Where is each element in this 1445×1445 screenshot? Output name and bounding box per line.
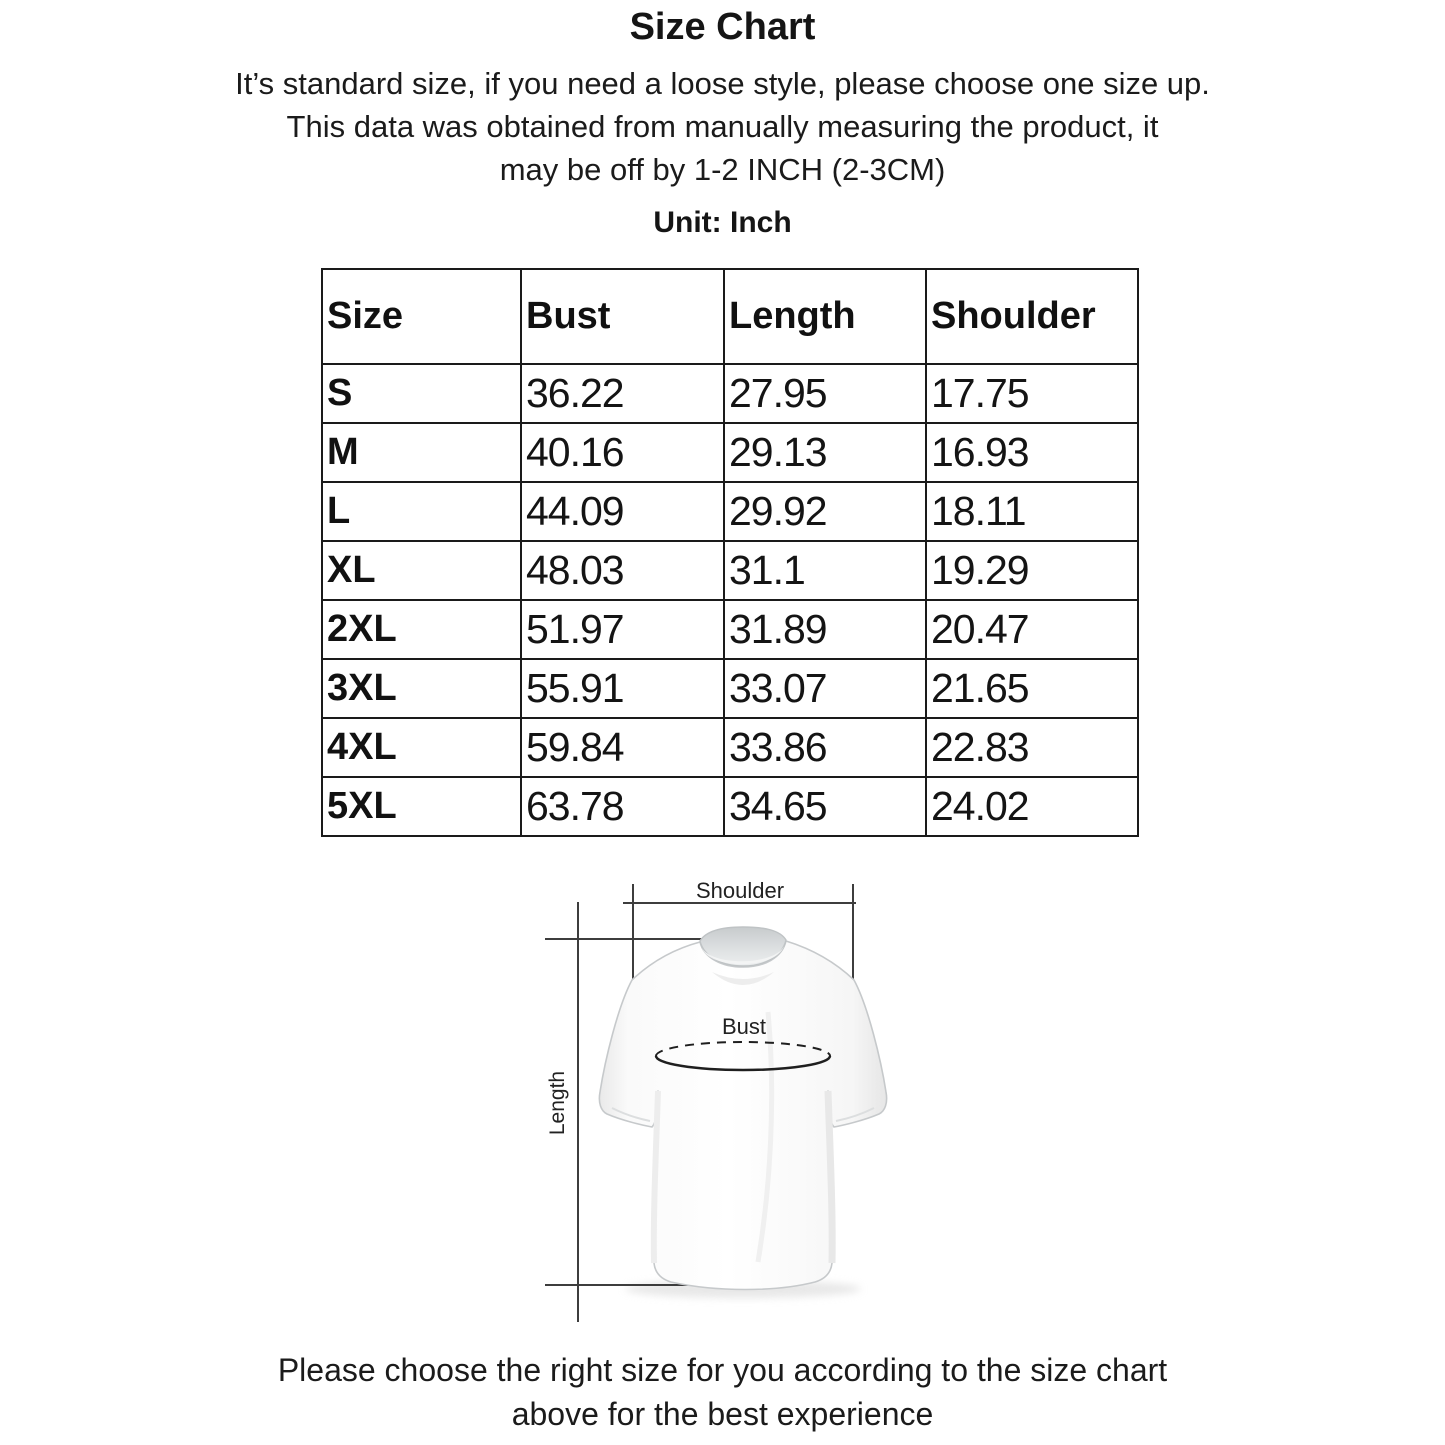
unit-label: Unit: Inch bbox=[653, 206, 792, 239]
cell-length: 33.86 bbox=[723, 717, 927, 778]
tshirt-measurement-diagram: Shoulder Bust Length bbox=[545, 878, 888, 1322]
cell-shoulder: 24.02 bbox=[925, 776, 1139, 837]
intro-line-3: may be off by 1-2 INCH (2-3CM) bbox=[499, 152, 946, 187]
cell-size: 3XL bbox=[321, 658, 522, 719]
measurement-lines-back bbox=[545, 884, 856, 1322]
intro-line-2: This data was obtained from manually mea… bbox=[286, 109, 1159, 144]
table-row-xl: XL 48.03 31.1 19.29 bbox=[321, 540, 1139, 601]
table-row-l: L 44.09 29.92 18.11 bbox=[321, 481, 1139, 542]
cell-length: 31.1 bbox=[723, 540, 927, 601]
cell-length: 31.89 bbox=[723, 599, 927, 660]
bust-measure-ellipse bbox=[654, 1041, 832, 1072]
cell-size: 5XL bbox=[321, 776, 522, 837]
table-header-row: Size Bust Length Shoulder bbox=[321, 268, 1139, 365]
right-sleeve-seam bbox=[835, 1107, 875, 1122]
table-row-5xl: 5XL 63.78 34.65 24.02 bbox=[321, 776, 1139, 837]
size-table: Size Bust Length Shoulder S 36.22 27.95 … bbox=[321, 268, 1139, 837]
cell-bust: 55.91 bbox=[520, 658, 725, 719]
cell-bust: 59.84 bbox=[520, 717, 725, 778]
tshirt-body bbox=[598, 940, 888, 1291]
cell-bust: 51.97 bbox=[520, 599, 725, 660]
intro-text: It’s standard size, if you need a loose … bbox=[0, 62, 1445, 191]
table-row-m: M 40.16 29.13 16.93 bbox=[321, 422, 1139, 483]
bust-label: Bust bbox=[722, 1014, 766, 1039]
cell-bust: 63.78 bbox=[520, 776, 725, 837]
collar-front-rim bbox=[702, 946, 784, 965]
tshirt-graphic bbox=[598, 926, 888, 1291]
col-header-bust: Bust bbox=[520, 268, 725, 365]
table-row-4xl: 4XL 59.84 33.86 22.83 bbox=[321, 717, 1139, 778]
bust-ellipse-bottom-solid bbox=[654, 1055, 832, 1072]
left-body-shade bbox=[650, 1090, 661, 1264]
cell-shoulder: 22.83 bbox=[925, 717, 1139, 778]
cell-length: 27.95 bbox=[723, 363, 927, 424]
cell-size: 4XL bbox=[321, 717, 522, 778]
col-header-size: Size bbox=[321, 268, 522, 365]
cell-length: 29.92 bbox=[723, 481, 927, 542]
col-header-shoulder: Shoulder bbox=[925, 268, 1139, 365]
table-row-2xl: 2XL 51.97 31.89 20.47 bbox=[321, 599, 1139, 660]
cell-shoulder: 21.65 bbox=[925, 658, 1139, 719]
cell-size: S bbox=[321, 363, 522, 424]
neck-opening bbox=[699, 926, 787, 967]
intro-line-1: It’s standard size, if you need a loose … bbox=[235, 66, 1210, 101]
col-header-length: Length bbox=[723, 268, 927, 365]
under-collar-shadow bbox=[712, 972, 774, 985]
cell-shoulder: 16.93 bbox=[925, 422, 1139, 483]
page-title: Size Chart bbox=[629, 6, 816, 48]
cell-size: XL bbox=[321, 540, 522, 601]
cell-bust: 44.09 bbox=[520, 481, 725, 542]
cell-length: 34.65 bbox=[723, 776, 927, 837]
body-fold-line bbox=[755, 1011, 775, 1263]
shoulder-label: Shoulder bbox=[696, 878, 784, 903]
cell-size: L bbox=[321, 481, 522, 542]
footer-line-1: Please choose the right size for you acc… bbox=[277, 1352, 1168, 1388]
cell-shoulder: 18.11 bbox=[925, 481, 1139, 542]
cell-size: 2XL bbox=[321, 599, 522, 660]
cell-bust: 40.16 bbox=[520, 422, 725, 483]
cell-size: M bbox=[321, 422, 522, 483]
left-sleeve-seam bbox=[611, 1107, 651, 1122]
cell-length: 29.13 bbox=[723, 422, 927, 483]
cell-shoulder: 20.47 bbox=[925, 599, 1139, 660]
cell-shoulder: 19.29 bbox=[925, 540, 1139, 601]
table-row-s: S 36.22 27.95 17.75 bbox=[321, 363, 1139, 424]
table-row-3xl: 3XL 55.91 33.07 21.65 bbox=[321, 658, 1139, 719]
bust-ellipse-top-dashed bbox=[655, 1041, 831, 1057]
cell-bust: 36.22 bbox=[520, 363, 725, 424]
right-body-shade bbox=[824, 1090, 836, 1264]
cell-length: 33.07 bbox=[723, 658, 927, 719]
footer-note: Please choose the right size for you acc… bbox=[0, 1348, 1445, 1436]
cell-bust: 48.03 bbox=[520, 540, 725, 601]
footer-line-2: above for the best experience bbox=[511, 1396, 934, 1432]
length-label: Length bbox=[546, 1071, 569, 1135]
cell-shoulder: 17.75 bbox=[925, 363, 1139, 424]
